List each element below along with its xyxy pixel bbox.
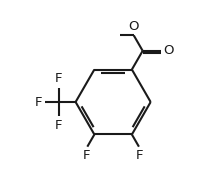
Text: F: F — [35, 95, 42, 108]
Text: O: O — [163, 44, 174, 57]
Text: F: F — [55, 119, 63, 132]
Text: F: F — [83, 149, 90, 162]
Text: F: F — [136, 149, 144, 162]
Text: F: F — [55, 73, 63, 85]
Text: O: O — [129, 20, 139, 33]
